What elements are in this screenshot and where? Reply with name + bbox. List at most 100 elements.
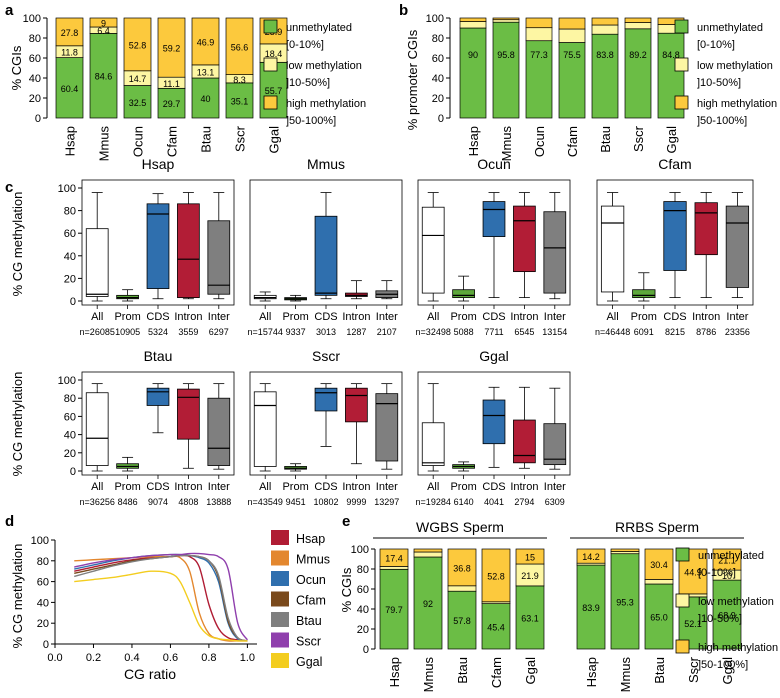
c-Hsap-tick-label: 0	[70, 296, 76, 308]
c-Cfam-n-label: n=46448	[595, 327, 630, 337]
c-Hsap-n-label: 6297	[209, 327, 229, 337]
a-legend-swatch	[263, 95, 278, 110]
e-group-label: RRBS Sperm	[615, 519, 699, 535]
b-value-label: 89.2	[629, 50, 647, 60]
e-tick-label: 20	[357, 624, 369, 636]
d-line-Ggal	[74, 570, 248, 642]
c-Ocun-title: Ocun	[477, 156, 510, 172]
c-ylabel-bottom: % CG methylation	[10, 372, 25, 477]
a-value-label: 29.7	[163, 99, 181, 109]
e-bar-Mmus-1	[413, 551, 443, 558]
c-Mmus-cat-label: Inter	[376, 311, 398, 323]
c-Cfam-title: Cfam	[658, 156, 691, 172]
c-Mmus-n-label: 1287	[346, 327, 366, 337]
c-Cfam-cat-label: Intron	[692, 311, 720, 323]
b-legend-label: unmethylated	[697, 22, 763, 34]
b-legend-swatch	[674, 95, 689, 110]
c-Cfam-box-Prom	[632, 289, 656, 299]
c-Cfam-n-label: 8215	[665, 327, 685, 337]
b-cat-label: Mmus	[499, 126, 514, 162]
d-ytick-label: 60	[37, 577, 49, 589]
e-bar-Hsap-0	[379, 568, 409, 650]
b-bar-Sscr-2	[624, 17, 652, 23]
c-Ggal-box-Intron	[513, 419, 536, 464]
c-Hsap-cat-label: Prom	[114, 311, 140, 323]
a-value-label: 32.5	[129, 98, 147, 108]
a-bar-Mmus-2	[89, 17, 118, 28]
c-Btau-box-CDS	[146, 387, 170, 406]
c-Btau-tick-label: 0	[70, 466, 76, 478]
b-bar-Sscr-0	[624, 28, 652, 119]
c-Hsap-cat-label: Inter	[208, 311, 230, 323]
e-value-label: 83.9	[582, 603, 600, 613]
e-legend-label: unmethylated	[698, 550, 764, 562]
e-value-label: 95.3	[616, 597, 634, 607]
b-bar-Btau-0	[591, 33, 619, 119]
e-cat-label: Ggal	[720, 657, 735, 685]
c-Ggal-title: Ggal	[479, 348, 509, 364]
a-bar-Cfam-0	[157, 87, 186, 119]
c-Sscr-box-Intron	[345, 387, 368, 423]
c-Mmus-cat-label: Intron	[342, 311, 370, 323]
b-cat-label: Sscr	[631, 125, 646, 152]
e-value-label: 14.2	[582, 552, 600, 562]
a-tick-label: 0	[35, 113, 41, 125]
e-value-label: 30.4	[650, 560, 668, 570]
c-Cfam-n-label: 23356	[725, 327, 750, 337]
c-Btau-tick-label: 40	[64, 430, 76, 442]
a-value-label: 84.6	[95, 72, 113, 82]
e-bar-Hsap-2	[576, 548, 606, 564]
c-Sscr-box-All	[253, 391, 277, 467]
c-Hsap-title: Hsap	[142, 156, 175, 172]
e-legend-range: [0-10%]	[698, 567, 736, 579]
c-Ocun-n-label: 7711	[484, 327, 503, 337]
c-Mmus-cat-label: CDS	[314, 311, 337, 323]
c-Sscr-cat-label: All	[259, 481, 271, 493]
e-value-label: 68.9	[718, 611, 736, 621]
a-legend-label: low methylation	[286, 60, 362, 72]
b-legend-range: [0-10%]	[697, 39, 735, 51]
b-ylabel: % promoter CGIs	[405, 29, 420, 130]
e-cat-label: Ggal	[523, 657, 538, 685]
c-Btau-tick-label: 80	[64, 393, 76, 405]
e-legend-swatch	[675, 547, 690, 562]
c-Hsap-n-label: n=26085	[80, 327, 115, 337]
d-xtick-label: 0.4	[124, 652, 139, 664]
e-bar-Hsap-1	[379, 566, 409, 570]
c-Hsap-cat-label: All	[91, 311, 103, 323]
e-value-label: 17.4	[385, 554, 403, 564]
b-cat-label: Ocun	[532, 126, 547, 157]
c-Sscr-box-Inter	[375, 393, 399, 462]
d-ytick-label: 40	[37, 597, 49, 609]
d-legend-label: Hsap	[296, 532, 325, 546]
c-Ocun-box-Intron	[513, 205, 536, 273]
a-tick-label: 60	[29, 53, 41, 65]
a-cat-label: Hsap	[63, 126, 78, 156]
b-cat-label: Cfam	[565, 126, 580, 157]
a-bar-Ocun-0	[123, 85, 152, 119]
a-cat-label: Cfam	[165, 126, 180, 157]
d-line-Btau	[74, 554, 248, 642]
c-Ggal-cat-label: Inter	[544, 481, 566, 493]
a-cat-label: Ocun	[131, 126, 146, 157]
a-value-label: 11.1	[163, 79, 180, 89]
panel-letter-c: c	[5, 179, 13, 196]
b-legend-label: high methylation	[697, 98, 777, 110]
panel-letter-b: b	[399, 2, 408, 19]
c-Cfam-box-Intron	[694, 202, 718, 256]
d-xtick-label: 0.6	[163, 652, 178, 664]
d-ylabel: % CG methylation	[10, 544, 25, 649]
c-Ggal-cat-label: Prom	[450, 481, 476, 493]
a-legend-label: unmethylated	[286, 22, 352, 34]
e-group-label: WGBS Sperm	[416, 519, 504, 535]
a-value-label: 9	[101, 19, 106, 29]
c-Ocun-box-Inter	[543, 211, 567, 294]
c-Cfam-cat-label: Inter	[726, 311, 748, 323]
e-value-label: 21.9	[521, 571, 539, 581]
c-Cfam-cat-label: Prom	[631, 311, 657, 323]
b-bar-Mmus-0	[492, 21, 520, 119]
c-Sscr-box-CDS	[314, 387, 338, 412]
e-value-label: 65.0	[650, 613, 668, 623]
e-bar-Btau-2	[447, 548, 477, 587]
c-Btau-cat-label: Intron	[174, 481, 202, 493]
